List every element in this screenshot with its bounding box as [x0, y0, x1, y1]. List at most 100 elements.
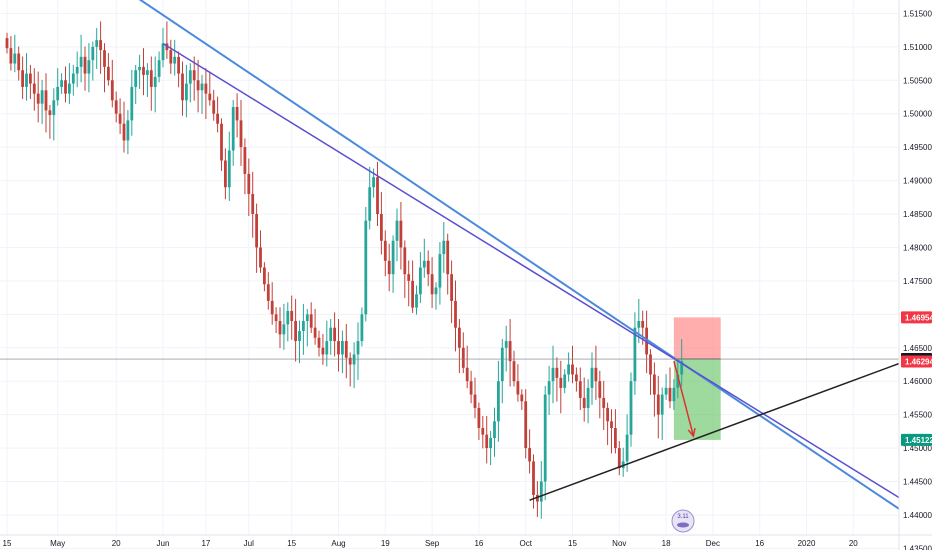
candle — [161, 28, 165, 68]
candle — [247, 158, 251, 217]
candle-body — [656, 394, 660, 415]
stop-loss-zone[interactable] — [673, 317, 721, 360]
candle-body — [286, 310, 290, 325]
candle — [504, 325, 508, 372]
trendlines[interactable] — [7, 0, 901, 511]
candle-body — [536, 494, 539, 502]
candle — [481, 415, 485, 449]
candle-body — [524, 401, 528, 449]
candle — [321, 334, 325, 365]
candle-body — [302, 321, 305, 332]
candle-body — [454, 300, 457, 328]
candle — [438, 242, 442, 305]
candle — [578, 367, 582, 410]
candle — [243, 138, 247, 195]
candle-body — [134, 70, 138, 87]
y-tick-label: 1.45500 — [903, 411, 932, 420]
y-tick-label: 1.49000 — [903, 177, 932, 186]
candle-body — [364, 220, 368, 315]
candle — [266, 272, 270, 310]
candle — [493, 407, 496, 457]
candle — [126, 110, 130, 155]
candle — [426, 250, 430, 287]
candle — [192, 56, 196, 101]
candle — [415, 285, 418, 315]
candle-body — [122, 123, 126, 141]
candle — [255, 203, 258, 273]
short-position-tool[interactable] — [673, 317, 721, 440]
x-tick-label: 15 — [3, 539, 12, 548]
candle — [446, 233, 450, 295]
candle — [516, 364, 520, 402]
candle — [450, 260, 453, 324]
candle — [130, 69, 134, 136]
x-tick-label: Dec — [706, 539, 720, 548]
candle — [477, 402, 481, 441]
candle — [594, 345, 598, 400]
target-arrow[interactable] — [673, 360, 696, 438]
candle — [629, 372, 633, 447]
x-tick-label: 16 — [474, 539, 483, 548]
price-tag-label: 1.46294 — [905, 358, 932, 367]
candle-body — [664, 387, 668, 395]
candle-body — [504, 341, 508, 348]
candle — [547, 365, 551, 415]
candle — [146, 63, 149, 97]
candle — [56, 68, 60, 106]
candle — [528, 429, 531, 474]
candle — [142, 48, 145, 96]
candle-body — [582, 397, 586, 408]
candle — [555, 357, 559, 402]
y-tick-label: 1.46000 — [903, 377, 932, 386]
candle-body — [680, 361, 684, 375]
candle-body — [91, 46, 95, 61]
candle-body — [360, 314, 364, 342]
candle — [602, 380, 606, 431]
candle-body — [9, 48, 13, 64]
candle-body — [56, 86, 60, 101]
candle-body — [571, 364, 574, 375]
candle-body — [399, 220, 403, 248]
arrow-head[interactable] — [687, 428, 696, 438]
candle-body — [325, 341, 329, 355]
candle-body — [99, 40, 102, 51]
candle-body — [598, 381, 602, 398]
candle-body — [161, 43, 165, 61]
candle-body — [103, 50, 106, 67]
candle-body — [247, 173, 251, 194]
candle — [36, 71, 40, 123]
candle — [497, 360, 500, 442]
x-tick-label: Nov — [612, 539, 626, 548]
candle-body — [149, 70, 153, 87]
candle — [407, 260, 411, 307]
candle — [294, 298, 297, 362]
trendline[interactable] — [162, 42, 901, 499]
price-tag-box — [901, 355, 932, 368]
candle-body — [458, 327, 461, 348]
candle — [434, 282, 438, 310]
candle-body — [107, 66, 110, 81]
candle — [21, 56, 24, 99]
price-axis[interactable]: 1.51500 1.51000 1.50500 1.50000 1.49500 1.490… — [898, 0, 932, 550]
candle-body — [547, 381, 551, 395]
candle — [302, 303, 305, 355]
y-tick-label: 1.49500 — [903, 143, 932, 152]
candle — [614, 409, 617, 454]
candle-body — [621, 461, 625, 469]
candle-body — [321, 347, 325, 355]
candle — [309, 302, 313, 334]
trendline[interactable] — [7, 0, 901, 511]
candle-body — [415, 294, 418, 308]
candle — [75, 51, 79, 88]
candle-body — [13, 53, 17, 64]
x-tick-label: 17 — [201, 539, 210, 548]
time-axis[interactable]: 15 May 20 Jun 17 Jul 15 Aug 19 Sep 16 Oct 15 Nov 18 Dec… — [0, 534, 932, 548]
candle-body — [481, 428, 485, 435]
candle-body — [200, 83, 204, 91]
candle — [551, 345, 555, 404]
candle-body — [130, 86, 134, 121]
arrow-shaft[interactable] — [673, 360, 695, 437]
candle — [422, 238, 426, 278]
candle — [563, 369, 567, 394]
trendline[interactable] — [529, 362, 901, 501]
